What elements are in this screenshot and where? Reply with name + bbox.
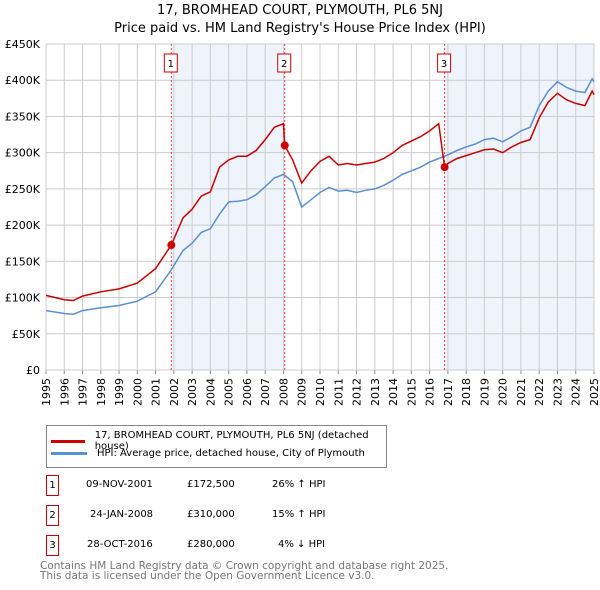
- x-tick-label: 2016: [424, 378, 437, 406]
- sale-label: 1: [168, 59, 174, 70]
- y-tick-label: £50K: [12, 328, 41, 341]
- y-tick-label: £450K: [5, 38, 41, 51]
- sale-date: 24-JAN-2008: [90, 509, 154, 520]
- y-tick-label: £150K: [5, 255, 41, 268]
- y-tick-label: £300K: [5, 147, 41, 160]
- y-tick-label: £400K: [5, 74, 41, 87]
- hpi-comparison: 15% ↑ HPI: [272, 509, 326, 520]
- x-tick-label: 2003: [186, 378, 199, 406]
- x-tick-label: 2017: [442, 378, 455, 406]
- x-tick-label: 2000: [131, 378, 144, 406]
- footer-licence: This data is licensed under the Open Gov…: [40, 570, 375, 582]
- legend-label: 17, BROMHEAD COURT, PLYMOUTH, PL6 5NJ (d…: [94, 430, 369, 452]
- sale-point: [280, 141, 289, 150]
- plot-area: 1995 1996 1997 1998 1999 2000 2001 2002 2003 2004…: [5, 38, 600, 406]
- y-tick-label: £200K: [5, 219, 41, 232]
- hpi-comparison: 4% ↓ HPI: [278, 539, 326, 550]
- x-tick-label: 2018: [460, 378, 473, 406]
- chart-subtitle: Price paid vs. HM Land Registry's House …: [114, 21, 486, 36]
- x-tick-label: 2006: [241, 378, 254, 406]
- sale-price: £280,000: [187, 539, 235, 550]
- x-tick-label: 2014: [387, 378, 400, 406]
- legend-item-hpi: HPI: Average price, detached house, City…: [51, 448, 365, 459]
- x-tick-label: 2019: [478, 378, 491, 406]
- x-tick-label: 2022: [533, 378, 546, 406]
- x-tick-label: 1999: [113, 378, 126, 406]
- shaded-region: [444, 44, 594, 370]
- x-tick-label: 2007: [259, 378, 272, 406]
- sale-price: £310,000: [187, 509, 235, 520]
- x-tick-label: 2004: [204, 378, 217, 406]
- marker-badge: 1: [46, 475, 59, 496]
- sale-point: [440, 163, 449, 172]
- x-tick-label: 2024: [570, 378, 583, 406]
- sale-date: 09-NOV-2001: [86, 479, 153, 490]
- sale-label: 2: [281, 59, 287, 70]
- legend-item-property: 17, BROMHEAD COURT, PLYMOUTH, PL6 5NJ (d…: [51, 430, 386, 452]
- sale-label: 3: [441, 59, 447, 70]
- x-tick-label: 2023: [551, 378, 564, 406]
- x-tick-label: 2015: [405, 378, 418, 406]
- x-tick-label: 2002: [168, 378, 181, 406]
- x-tick-label: 2009: [296, 378, 309, 406]
- y-tick-label: £0: [26, 364, 40, 377]
- property-price-line: [45, 89, 595, 302]
- x-tick-label: 2001: [150, 378, 163, 406]
- x-tick-label: 2012: [351, 378, 364, 406]
- y-tick-label: £350K: [5, 110, 41, 123]
- x-tick-label: 2025: [588, 378, 600, 406]
- legend-swatch-red: [51, 439, 85, 443]
- marker-badge: 2: [46, 505, 59, 526]
- x-tick-label: 1996: [58, 378, 71, 406]
- legend-label: HPI: Average price, detached house, City…: [97, 448, 365, 459]
- chart-title: 17, BROMHEAD COURT, PLYMOUTH, PL6 5NJ: [157, 3, 443, 18]
- footer-copyright: Contains HM Land Registry data © Crown c…: [40, 560, 449, 572]
- x-tick-label: 2010: [314, 378, 327, 406]
- plot-frame: [45, 43, 595, 371]
- y-tick-label: £250K: [5, 183, 41, 196]
- footer: Contains HM Land Registry data © Crown c…: [40, 560, 449, 582]
- x-tick-label: 2020: [497, 378, 510, 406]
- sale-label-box: [277, 53, 292, 73]
- legend: 17, BROMHEAD COURT, PLYMOUTH, PL6 5NJ (d…: [46, 425, 387, 468]
- x-tick-label: 2005: [223, 378, 236, 406]
- x-tick-label: 1997: [77, 378, 90, 406]
- hpi-line: [45, 77, 595, 315]
- x-tick-label: 1995: [40, 378, 53, 406]
- x-tick-label: 2013: [369, 378, 382, 406]
- shaded-region: [171, 44, 285, 370]
- marker-badge: 3: [46, 535, 59, 556]
- x-tick-label: 2008: [277, 378, 290, 406]
- legend-swatch-blue: [51, 452, 87, 455]
- hpi-comparison: 26% ↑ HPI: [272, 479, 326, 490]
- sale-point: [167, 241, 176, 250]
- x-tick-label: 2021: [515, 378, 528, 406]
- y-tick-label: £100K: [5, 292, 41, 305]
- sale-price: £172,500: [187, 479, 235, 490]
- x-tick-label: 2011: [332, 378, 345, 406]
- sale-label-box: [163, 53, 178, 73]
- x-tick-label: 1998: [95, 378, 108, 406]
- sale-label-box: [437, 53, 452, 73]
- sale-date: 28-OCT-2016: [87, 539, 153, 550]
